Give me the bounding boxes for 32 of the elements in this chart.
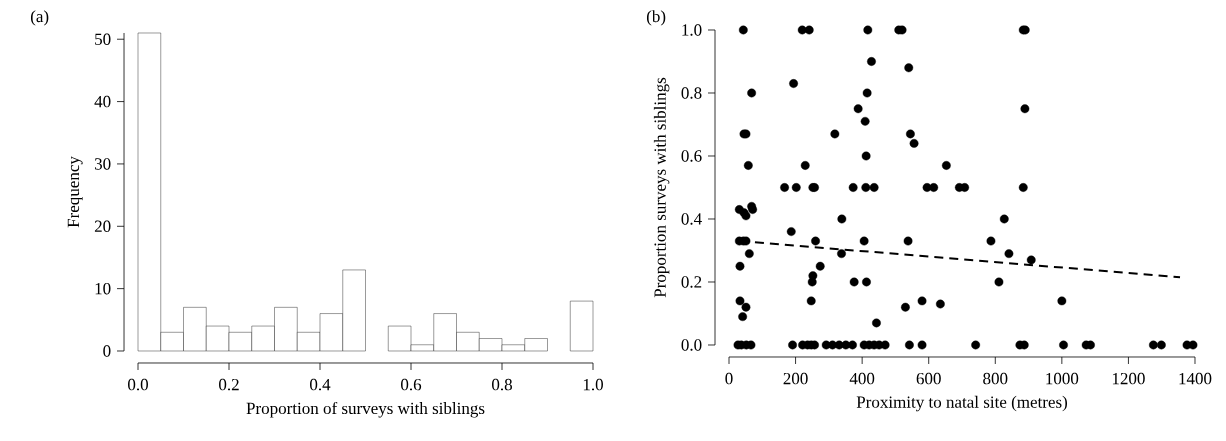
- y-tick-label: 10: [95, 282, 111, 295]
- x-tick-label: 0.8: [492, 378, 512, 391]
- y-tick-label: 1.0: [682, 24, 702, 36]
- text: (a): [30, 10, 49, 26]
- x-tick-label: 0.0: [128, 378, 148, 391]
- y-axis-title: Frequency: [67, 156, 83, 228]
- y-tick-label: 0.0: [681, 339, 702, 351]
- x-tick-label: 0.6: [401, 378, 422, 391]
- y-tick-label: 40: [94, 95, 111, 108]
- x-axis-title: Proximity to natal site (metres): [856, 395, 1068, 412]
- y-axis-title: Proportion surveys with siblings: [653, 77, 670, 298]
- x-tick-label: 800: [983, 372, 1008, 385]
- y-tick-label: 0.8: [681, 87, 702, 99]
- x-tick-label: 600: [916, 372, 941, 385]
- x-tick-label: 200: [783, 372, 808, 385]
- x-tick-label: 1400: [1179, 372, 1212, 385]
- y-tick-label: 0.2: [681, 276, 702, 288]
- y-tick-label: 50: [95, 33, 111, 45]
- y-tick-label: 0.4: [681, 213, 702, 225]
- y-tick-label: 0.6: [681, 150, 702, 162]
- x-tick-label: 1200: [1112, 372, 1145, 385]
- x-axis-title: Proportion of surveys with siblings: [246, 401, 485, 418]
- x-tick-label: 0: [725, 372, 733, 385]
- y-tick-label: 0: [103, 345, 111, 357]
- text: (b): [646, 10, 666, 26]
- x-tick-label: 1000: [1046, 372, 1079, 385]
- x-tick-label: 0.2: [219, 378, 239, 391]
- x-tick-label: 400: [849, 372, 875, 385]
- y-tick-label: 30: [94, 158, 111, 170]
- x-tick-label: 0.4: [310, 378, 331, 391]
- x-tick-label: 1.0: [583, 378, 603, 391]
- y-tick-label: 20: [94, 220, 111, 233]
